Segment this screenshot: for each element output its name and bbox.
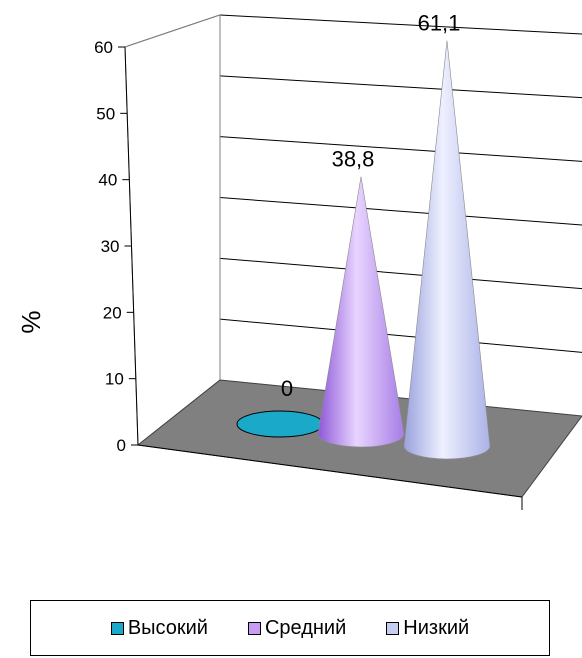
- gridline-back: [219, 197, 582, 226]
- legend-label-low: Низкий: [403, 616, 470, 639]
- y-axis-label: %: [16, 310, 46, 333]
- data-label-medium: 38,8: [332, 147, 375, 172]
- cone-medium: [317, 176, 405, 448]
- cones: [236, 40, 491, 460]
- gridline-back: [219, 14, 582, 35]
- legend-swatch-low: [386, 621, 400, 635]
- data-label-low: 61,1: [418, 11, 461, 36]
- y-tick-label: 50: [96, 104, 115, 123]
- legend-swatch-high: [110, 621, 124, 635]
- cone-base-high: [236, 410, 324, 438]
- y-tick-label: 40: [98, 171, 117, 190]
- legend-swatch-medium: [247, 621, 261, 635]
- y-tick-label: 30: [101, 237, 120, 256]
- gridline-back: [219, 257, 582, 290]
- legend-label-medium: Средний: [264, 616, 347, 639]
- x-axis-line: [137, 444, 523, 498]
- y-tick-label: 20: [103, 303, 122, 322]
- legend: Высокий Средний Низкий: [30, 600, 550, 656]
- gridline-back: [219, 136, 582, 162]
- legend-item-high: Высокий: [110, 616, 208, 640]
- chart-side-wall: [124, 14, 221, 447]
- chart-svg: 0 10 20 30 40 50 60 0 38,8 61,1 %: [16, 11, 582, 510]
- data-labels: 0 38,8 61,1: [281, 11, 461, 401]
- y-tick-label: 0: [117, 436, 126, 455]
- chart-back-wall: [220, 15, 582, 380]
- legend-item-medium: Средний: [247, 616, 347, 640]
- y-ticks: 0 10 20 30 40 50 60: [94, 38, 138, 455]
- y-tick-label: 60: [94, 38, 113, 57]
- legend-item-low: Низкий: [386, 617, 469, 640]
- legend-label-high: Высокий: [127, 616, 208, 639]
- gridline-back: [219, 75, 582, 99]
- data-label-high: 0: [281, 376, 293, 401]
- gridline-back: [219, 318, 582, 353]
- cone-low: [403, 40, 491, 460]
- y-tick-label: 10: [105, 370, 124, 389]
